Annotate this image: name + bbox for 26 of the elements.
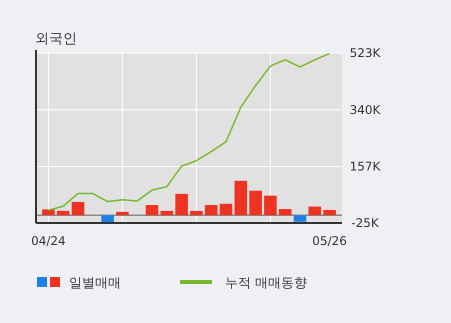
- bar: [234, 180, 248, 216]
- bar: [72, 202, 84, 216]
- bar: [264, 196, 277, 216]
- legend-label: 일별매매: [69, 276, 121, 291]
- bar: [190, 210, 203, 216]
- bar: [204, 205, 218, 216]
- y-tick-label: 340K: [350, 102, 382, 117]
- x-tick-label: 04/24: [31, 234, 66, 248]
- bar: [101, 215, 114, 222]
- bar: [308, 206, 322, 216]
- bar: [323, 210, 336, 216]
- bar: [278, 209, 292, 216]
- chart-title: 외국인: [35, 31, 77, 47]
- bar: [294, 215, 306, 222]
- legend-label: 누적 매매동향: [225, 276, 308, 291]
- bar: [160, 210, 174, 216]
- x-tick-label: 05/26: [312, 234, 347, 248]
- bar: [175, 194, 188, 216]
- y-tick-label: 157K: [350, 160, 382, 174]
- bar: [56, 210, 70, 216]
- y-tick-label: -25K: [351, 216, 380, 230]
- bar: [249, 190, 262, 216]
- bar: [146, 205, 158, 216]
- bar: [220, 204, 232, 216]
- y-tick-label: 523K: [350, 46, 382, 60]
- line-series: [48, 52, 330, 212]
